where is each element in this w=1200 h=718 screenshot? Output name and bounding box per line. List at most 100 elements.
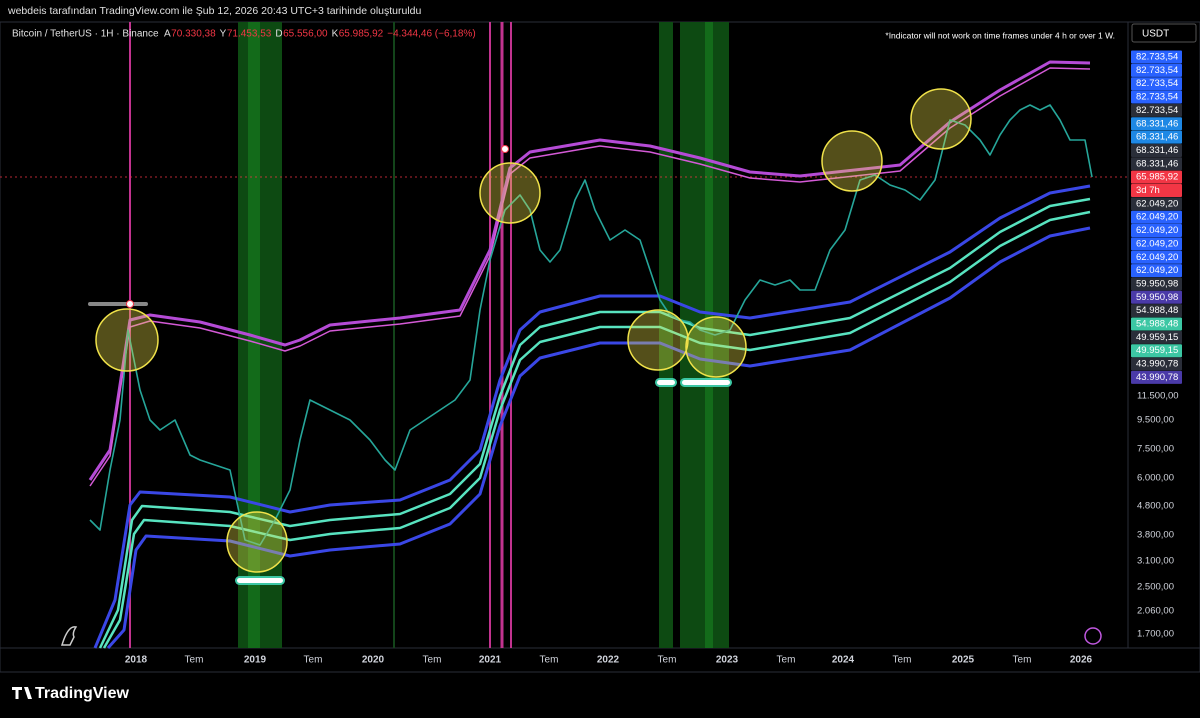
time-tick: Tem <box>423 655 442 666</box>
price-marker <box>1131 250 1182 264</box>
price-marker <box>1131 103 1182 117</box>
price-marker <box>1131 117 1182 131</box>
time-tick: Tem <box>893 655 912 666</box>
price-marker <box>1131 184 1182 197</box>
price-marker <box>1131 170 1182 184</box>
green-zone <box>659 22 673 648</box>
price-tick: 6.000,00 <box>1137 473 1174 484</box>
price-marker <box>1131 277 1182 291</box>
price-marker <box>1131 197 1182 211</box>
price-marker <box>1131 317 1182 331</box>
price-marker-label: 82.733,54 <box>1136 105 1178 116</box>
note: *Indicator will not work on time frames … <box>885 30 1115 40</box>
time-tick: Tem <box>185 655 204 666</box>
price-marker-label: 68.331,46 <box>1136 145 1178 156</box>
lower-band <box>106 226 1091 649</box>
legend-value: 65.985,92 <box>339 29 384 40</box>
price-marker-label: 65.985,92 <box>1136 172 1178 183</box>
price-marker <box>1131 344 1182 358</box>
header: webdeis tarafından TradingView.com ile Ş… <box>7 5 422 17</box>
circle <box>479 162 541 224</box>
time-tick: Tem <box>304 655 323 666</box>
price-tick: 2.060,00 <box>1137 606 1174 617</box>
chart-frame <box>0 21 1200 673</box>
alert-icon[interactable] <box>1084 627 1102 645</box>
time-tick: 2025 <box>952 655 975 666</box>
legend-key: A <box>164 29 171 40</box>
time-tick: Tem <box>1013 655 1032 666</box>
legend-value: 71.453,53 <box>227 29 272 40</box>
legend-key: Y <box>220 29 227 40</box>
price-marker <box>1131 224 1182 238</box>
price-marker <box>1131 157 1182 171</box>
bands <box>88 60 1091 649</box>
price-marker <box>1131 210 1182 224</box>
price-marker-label: 49.959,15 <box>1136 345 1178 356</box>
time-tick: 2021 <box>479 655 502 666</box>
lower-band <box>102 210 1091 649</box>
price-marker <box>1131 264 1182 278</box>
circle <box>910 88 972 150</box>
time-tick: Tem <box>658 655 677 666</box>
price-marker-label: 43.990,78 <box>1136 372 1178 383</box>
price-marker <box>1131 304 1182 318</box>
price-marker-label: 62.049,20 <box>1136 238 1178 249</box>
price-tick: 1.700,00 <box>1137 629 1174 640</box>
time-axis: 2018 Tem 2019 Tem 2020 Tem 2021 Tem 2022 Tem 2023 T… <box>125 655 1093 666</box>
legend-items: A 70.330,38 Y 71.453,53 D 65.556,00 K 65.985,92… <box>164 29 476 40</box>
price-tick: 3.800,00 <box>1137 530 1174 541</box>
price-marker-label: 3d 7h <box>1136 185 1160 196</box>
price-marker-label: 59.950,98 <box>1136 278 1178 289</box>
price-marker-label: 54.988,48 <box>1136 319 1178 330</box>
time-tick: Tem <box>777 655 796 666</box>
time-tick: 2022 <box>597 655 620 666</box>
time-tick: 2018 <box>125 655 148 666</box>
price-marker-label: 82.733,54 <box>1136 92 1178 103</box>
dino-icon <box>60 626 78 646</box>
legend-value: 65.556,00 <box>283 29 328 40</box>
circle <box>685 316 747 378</box>
legend-value: 70.330,38 <box>171 29 216 40</box>
price-marker <box>1131 63 1182 77</box>
marker <box>235 576 285 585</box>
price-path <box>89 104 1093 546</box>
marker <box>501 145 509 153</box>
price-marker-label: 82.733,54 <box>1136 78 1178 89</box>
price-marker-label: 59.950,98 <box>1136 292 1178 303</box>
price-marker-label: 62.049,20 <box>1136 212 1178 223</box>
legend-title: Bitcoin / TetherUS · 1H · Binance <box>12 29 159 40</box>
price-marker-label: 62.049,20 <box>1136 225 1178 236</box>
lower-band <box>93 184 1091 649</box>
upper-band <box>88 60 1091 481</box>
price-tick: 7.500,00 <box>1137 444 1174 455</box>
time-tick: Tem <box>540 655 559 666</box>
currency-box[interactable] <box>1131 23 1197 43</box>
highlight-circles <box>95 88 972 573</box>
circle <box>821 130 883 192</box>
time-tick: 2024 <box>832 655 855 666</box>
circle <box>95 308 159 372</box>
price-tick: 3.100,00 <box>1137 556 1174 567</box>
price-marker <box>1131 237 1182 251</box>
marker <box>126 300 134 308</box>
price-marker <box>1131 370 1182 384</box>
legend-key: K <box>332 29 339 40</box>
price-marker-label: 62.049,20 <box>1136 198 1178 209</box>
price-marker-label: 82.733,54 <box>1136 52 1178 63</box>
price-marker <box>1131 50 1182 64</box>
price-marker <box>1131 330 1182 344</box>
price-tick: 4.800,00 <box>1137 501 1174 512</box>
price-marker <box>1131 357 1182 371</box>
price-tick: 2.500,00 <box>1137 582 1174 593</box>
price-marker-label: 82.733,54 <box>1136 65 1178 76</box>
price-tick: 9.500,00 <box>1137 415 1174 426</box>
price-marker-label: 43.990,78 <box>1136 359 1178 370</box>
price-marker-label: 68.331,46 <box>1136 118 1178 129</box>
green-zone <box>705 22 713 648</box>
time-tick: 2023 <box>716 655 739 666</box>
price-marker-label: 54.988,48 <box>1136 305 1178 316</box>
price-marker <box>1131 77 1182 91</box>
circle <box>226 511 288 573</box>
